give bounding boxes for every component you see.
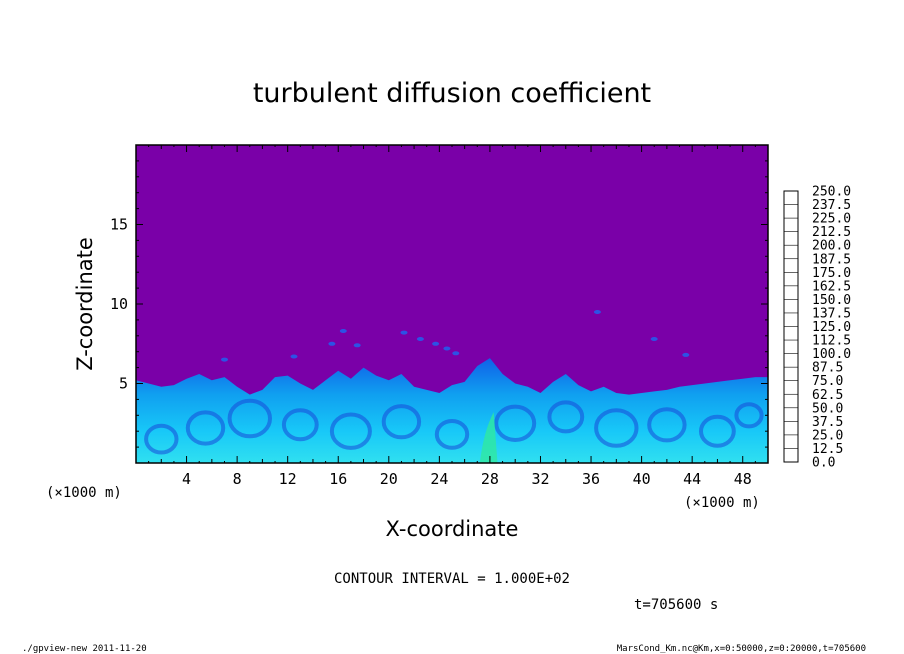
x-tick-label: 12 (279, 470, 297, 488)
colorbar-label: 150.0 (812, 293, 851, 308)
eddy-4 (329, 412, 372, 450)
blob-12 (221, 357, 228, 362)
colorbar-label: 200.0 (812, 239, 851, 254)
x-tick-label: 32 (531, 470, 549, 488)
eddy-6 (434, 419, 470, 450)
blob-9 (650, 337, 658, 341)
colorbar: 0.012.525.037.550.062.575.087.5100.0112.… (783, 185, 851, 471)
footer-left: ./gpview-new 2011-11-20 (22, 644, 147, 654)
blob-8 (593, 310, 601, 314)
time-label: t=705600 s (634, 597, 718, 613)
eddy-8 (547, 400, 585, 434)
colorbar-label: 237.5 (812, 198, 851, 213)
colorbar-label: 137.5 (812, 306, 851, 321)
blob-4 (416, 337, 424, 341)
colorbar-label: 100.0 (812, 347, 851, 362)
blob-3 (400, 330, 408, 335)
colorbar-label: 12.5 (812, 442, 843, 457)
colorbar-label: 250.0 (812, 185, 851, 200)
y-tick-label: 5 (119, 375, 128, 393)
chart-title: turbulent diffusion coefficient (253, 78, 651, 109)
x-tick-label: 40 (633, 470, 651, 488)
blob-6 (443, 346, 451, 351)
eddy-1 (185, 410, 226, 446)
eddy-5 (381, 404, 422, 440)
blob-7 (452, 351, 460, 356)
y-axis-unit: (×1000 m) (46, 485, 122, 501)
x-axis-unit: (×1000 m) (684, 495, 760, 511)
eddy-9 (594, 408, 639, 448)
y-tick-label: 10 (110, 295, 128, 313)
blob-0 (328, 341, 336, 346)
x-tick-label: 48 (734, 470, 752, 488)
colorbar-label: 87.5 (812, 361, 843, 376)
x-axis-label: X-coordinate (386, 517, 519, 541)
x-tick-label: 4 (182, 470, 191, 488)
eddy-3 (281, 408, 319, 442)
x-axis-ticks: 4 8 12 16 20 24 28 32 36 40 44 48 (135, 145, 769, 488)
footer-right: MarsCond_Km.nc@Km,x=0:50000,z=0:20000,t=… (617, 644, 866, 654)
x-tick-label: 20 (380, 470, 398, 488)
colorbar-label: 187.5 (812, 252, 851, 267)
contour-interval: CONTOUR INTERVAL = 1.000E+02 (334, 571, 570, 587)
x-tick-label: 16 (329, 470, 347, 488)
y-tick-label: 15 (110, 216, 128, 234)
blob-2 (353, 343, 361, 348)
colorbar-label: 25.0 (812, 428, 843, 443)
eddy-11 (699, 414, 736, 448)
y-axis-label: Z-coordinate (73, 237, 97, 371)
blob-11 (290, 354, 298, 359)
colorbar-label: 50.0 (812, 401, 843, 416)
colorbar-label: 225.0 (812, 212, 851, 227)
eddy-12 (734, 402, 764, 429)
blob-5 (432, 341, 440, 346)
eddy-2 (227, 398, 273, 439)
plume (479, 412, 498, 463)
x-tick-label: 36 (582, 470, 600, 488)
x-tick-label: 44 (683, 470, 701, 488)
colorbar-label: 37.5 (812, 415, 843, 430)
colorbar-label: 75.0 (812, 374, 843, 389)
colorbar-label: 112.5 (812, 334, 851, 349)
x-tick-label: 28 (481, 470, 499, 488)
colorbar-label: 125.0 (812, 320, 851, 335)
colorbar-label: 62.5 (812, 388, 843, 403)
x-tick-label: 24 (430, 470, 448, 488)
blob-1 (339, 329, 347, 333)
colorbar-label: 212.5 (812, 225, 851, 240)
eddy-7 (494, 404, 537, 442)
colorbar-label: 0.0 (812, 456, 835, 471)
colorbar-label: 175.0 (812, 266, 851, 281)
eddy-10 (647, 407, 687, 443)
turbulence-field (136, 310, 768, 463)
colorbar-label: 162.5 (812, 279, 851, 294)
x-tick-label: 8 (233, 470, 242, 488)
eddy-0 (144, 423, 179, 455)
blob-10 (682, 352, 690, 357)
y-axis-ticks: 5 10 15 (110, 144, 768, 464)
